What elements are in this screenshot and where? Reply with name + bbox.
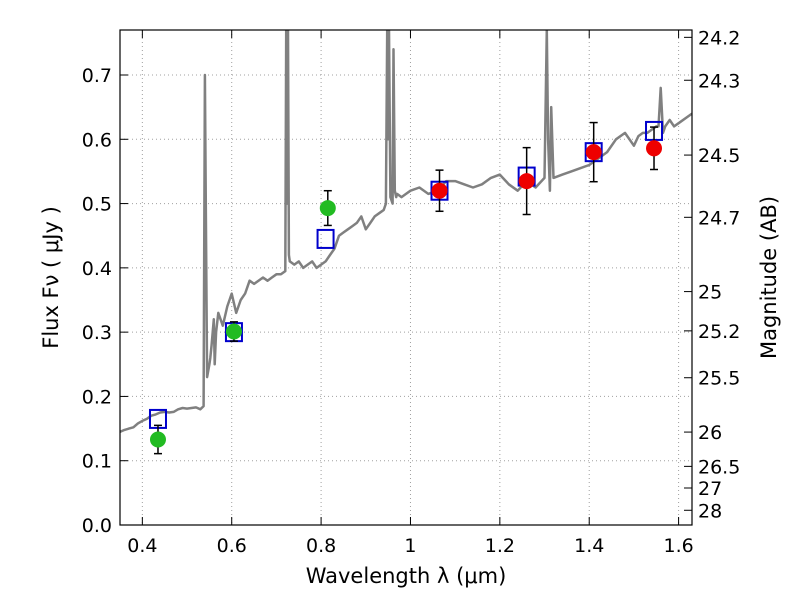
y2-tick-label: 26 bbox=[698, 422, 722, 444]
y2-tick-label: 24.7 bbox=[698, 207, 740, 229]
x-tick-label: 0.8 bbox=[306, 535, 336, 557]
x-tick-label: 0.4 bbox=[127, 535, 157, 557]
x-tick-label: 0.6 bbox=[217, 535, 247, 557]
near-ir-data-point bbox=[431, 182, 448, 199]
near-ir-data-point bbox=[585, 144, 602, 161]
axis-ticks: 0.4 0.6 0.8 1 1.2 1.4 1.6 0.0 0.1 0.2 0.3 0.4 0.5 0.6… bbox=[82, 27, 741, 557]
y-tick-label: 0.6 bbox=[82, 129, 112, 151]
y-tick-label: 0.0 bbox=[82, 515, 112, 537]
y-tick-label: 0.5 bbox=[82, 194, 112, 216]
y-tick-label: 0.2 bbox=[82, 386, 112, 408]
plot-area bbox=[120, 30, 692, 455]
y-tick-label: 0.3 bbox=[82, 322, 112, 344]
y2-tick-label: 24.5 bbox=[698, 145, 740, 167]
y2-tick-label: 28 bbox=[698, 500, 722, 522]
y2-tick-label: 24.3 bbox=[698, 70, 740, 92]
x-tick-label: 1 bbox=[404, 535, 416, 557]
optical-data-point bbox=[225, 323, 242, 340]
y2-tick-label: 26.5 bbox=[698, 456, 740, 478]
optical-data-point bbox=[319, 200, 336, 217]
y2-tick-label: 24.2 bbox=[698, 27, 740, 49]
y-axis-label: Flux Fν ( μJy ) bbox=[39, 206, 63, 349]
near-ir-data-point bbox=[518, 173, 535, 190]
template-spectrum-line bbox=[120, 30, 692, 433]
y2-tick-label: 25 bbox=[698, 282, 722, 304]
model-square-marker bbox=[316, 228, 335, 249]
x-axis-label: Wavelength λ (μm) bbox=[306, 564, 507, 588]
y2-tick-label: 25.5 bbox=[698, 368, 740, 390]
y-tick-label: 0.1 bbox=[82, 451, 112, 473]
plot-frame bbox=[119, 29, 693, 526]
x-tick-label: 1.6 bbox=[663, 535, 693, 557]
y2-axis-label: Magnitude (AB) bbox=[757, 196, 781, 359]
y-tick-label: 0.4 bbox=[82, 258, 112, 280]
y-tick-label: 0.7 bbox=[82, 65, 112, 87]
near-ir-data-point bbox=[646, 140, 663, 157]
optical-data-point bbox=[149, 431, 166, 448]
x-tick-label: 1.2 bbox=[485, 535, 515, 557]
y2-tick-label: 27 bbox=[698, 478, 722, 500]
y2-tick-label: 25.2 bbox=[698, 321, 740, 343]
x-tick-label: 1.4 bbox=[574, 535, 604, 557]
